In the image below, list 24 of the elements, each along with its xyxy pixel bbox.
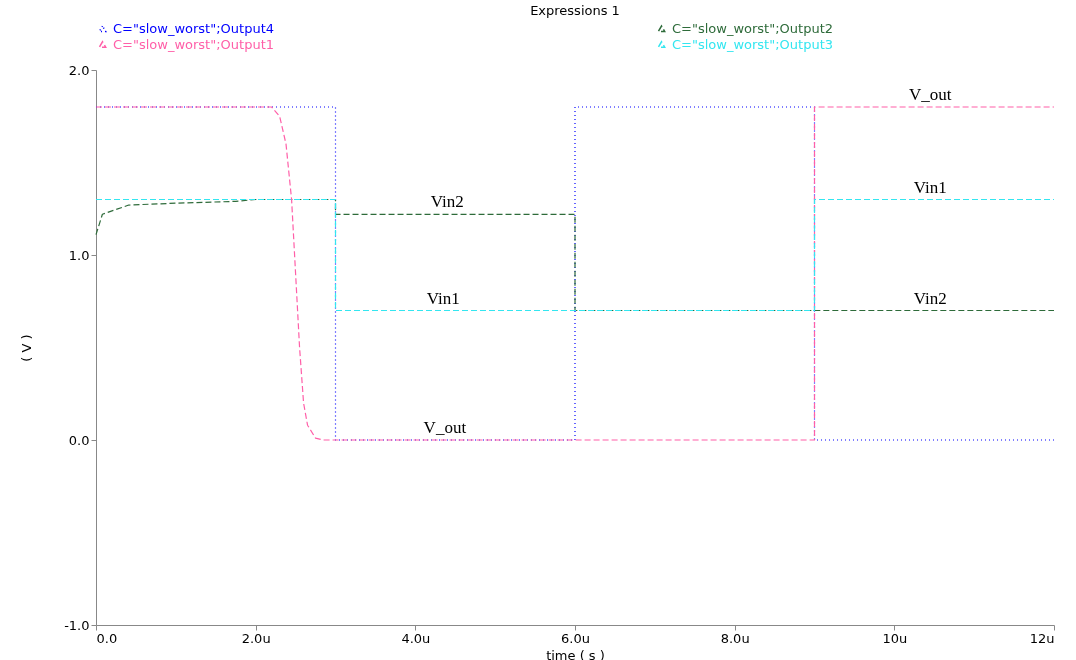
legend-label: C="slow_worst";Output2 xyxy=(672,20,834,36)
y-tick-label: 2.0 xyxy=(68,62,90,78)
annotation: Vin1 xyxy=(913,177,947,197)
annotation: Vin1 xyxy=(426,288,460,308)
line-series xyxy=(95,198,1055,312)
legend-label: C="slow_worst";Output3 xyxy=(672,36,834,52)
x-tick-label: 4.0u xyxy=(401,630,431,646)
legend-label: C="slow_worst";Output4 xyxy=(113,20,275,36)
annotation: Vin2 xyxy=(913,288,947,308)
legend-label: C="slow_worst";Output1 xyxy=(113,36,275,52)
x-tick-label: 8.0u xyxy=(720,630,750,646)
x-tick-label: 2.0u xyxy=(241,630,271,646)
x-tick-label: 0.0 xyxy=(96,630,118,646)
x-tick-label: 12u xyxy=(1029,630,1055,646)
annotation: V_out xyxy=(423,418,467,437)
annotation: Vin2 xyxy=(430,192,464,212)
y-axis-title: ( V ) xyxy=(19,334,35,362)
y-tick-label: 0.0 xyxy=(68,432,90,448)
x-tick-label: 10u xyxy=(882,630,908,646)
chart-title: Expressions 1 xyxy=(530,3,620,18)
annotation: V_out xyxy=(909,85,952,104)
x-tick-label: 6.0u xyxy=(561,630,590,646)
y-tick-label: -1.0 xyxy=(64,617,90,633)
y-tick-label: 1.0 xyxy=(68,247,90,263)
